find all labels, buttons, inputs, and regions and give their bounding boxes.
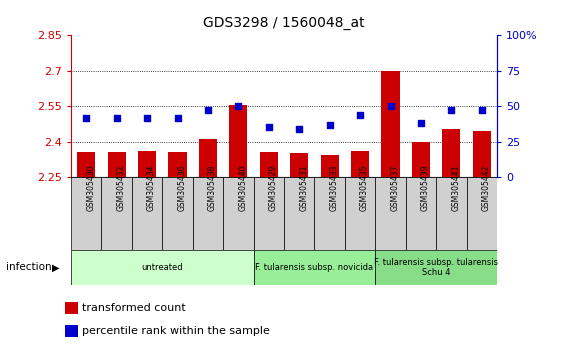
Text: GSM305441: GSM305441: [452, 165, 460, 211]
Bar: [71, 250, 253, 285]
Text: ▶: ▶: [52, 262, 60, 272]
Text: F. tularensis subsp. tularensis
Schu 4: F. tularensis subsp. tularensis Schu 4: [374, 258, 498, 277]
Bar: [375, 250, 497, 285]
Bar: [442, 129, 461, 177]
Point: [386, 103, 395, 109]
Text: GSM305440: GSM305440: [239, 165, 247, 211]
Point: [143, 115, 152, 120]
Point: [264, 125, 273, 130]
Bar: [351, 151, 369, 177]
Bar: [138, 151, 156, 177]
Point: [325, 122, 334, 127]
Bar: [315, 177, 345, 250]
Bar: [406, 177, 436, 250]
Text: percentile rank within the sample: percentile rank within the sample: [82, 326, 270, 336]
Text: GSM305437: GSM305437: [391, 165, 399, 211]
Point: [203, 108, 212, 113]
Bar: [473, 131, 491, 177]
Bar: [284, 177, 315, 250]
Point: [447, 108, 456, 113]
Text: GSM305431: GSM305431: [299, 165, 308, 211]
Bar: [253, 250, 375, 285]
Point: [416, 120, 425, 126]
Text: GSM305436: GSM305436: [177, 165, 186, 211]
Text: GSM305429: GSM305429: [269, 165, 278, 211]
Bar: [412, 142, 430, 177]
Text: F. tularensis subsp. novicida: F. tularensis subsp. novicida: [256, 263, 374, 272]
Bar: [77, 152, 95, 177]
Text: GDS3298 / 1560048_at: GDS3298 / 1560048_at: [203, 16, 365, 30]
Bar: [229, 105, 248, 177]
Bar: [162, 177, 193, 250]
Bar: [253, 177, 284, 250]
Point: [112, 115, 121, 120]
Text: untreated: untreated: [141, 263, 183, 272]
Text: GSM305433: GSM305433: [329, 165, 339, 211]
Bar: [193, 177, 223, 250]
Text: infection: infection: [6, 262, 51, 272]
Bar: [320, 155, 339, 177]
Text: transformed count: transformed count: [82, 303, 186, 313]
Bar: [102, 177, 132, 250]
Bar: [107, 152, 126, 177]
Point: [477, 108, 486, 113]
Text: GSM305434: GSM305434: [147, 165, 156, 211]
Bar: [199, 139, 217, 177]
Point: [234, 103, 243, 109]
Bar: [290, 153, 308, 177]
Bar: [71, 177, 102, 250]
Bar: [375, 177, 406, 250]
Text: GSM305435: GSM305435: [360, 165, 369, 211]
Point: [356, 112, 365, 118]
Point: [173, 115, 182, 120]
Bar: [132, 177, 162, 250]
Bar: [260, 152, 278, 177]
Point: [82, 115, 91, 120]
Bar: [223, 177, 253, 250]
Point: [295, 126, 304, 132]
Text: GSM305432: GSM305432: [116, 165, 126, 211]
Bar: [436, 177, 466, 250]
Text: GSM305430: GSM305430: [86, 165, 95, 211]
Bar: [381, 71, 400, 177]
Text: GSM305438: GSM305438: [208, 165, 217, 211]
Bar: [168, 152, 187, 177]
Bar: [345, 177, 375, 250]
Bar: [466, 177, 497, 250]
Text: GSM305442: GSM305442: [482, 165, 491, 211]
Text: GSM305439: GSM305439: [421, 165, 430, 211]
